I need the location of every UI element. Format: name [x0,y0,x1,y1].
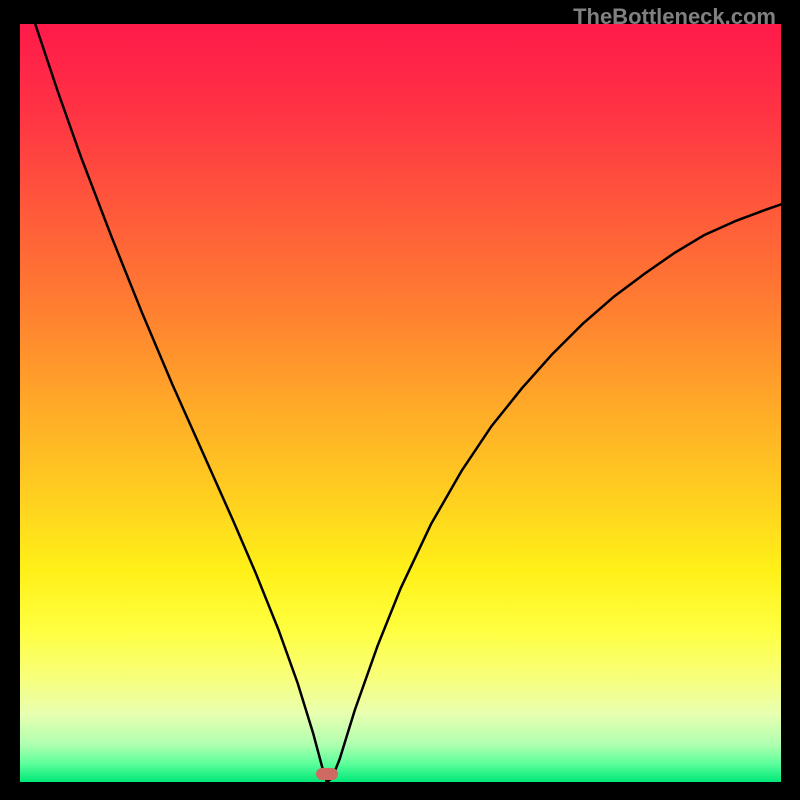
curve-svg [20,24,781,782]
minimum-marker [316,768,338,780]
watermark-text: TheBottleneck.com [573,4,776,30]
plot-area [20,24,781,782]
